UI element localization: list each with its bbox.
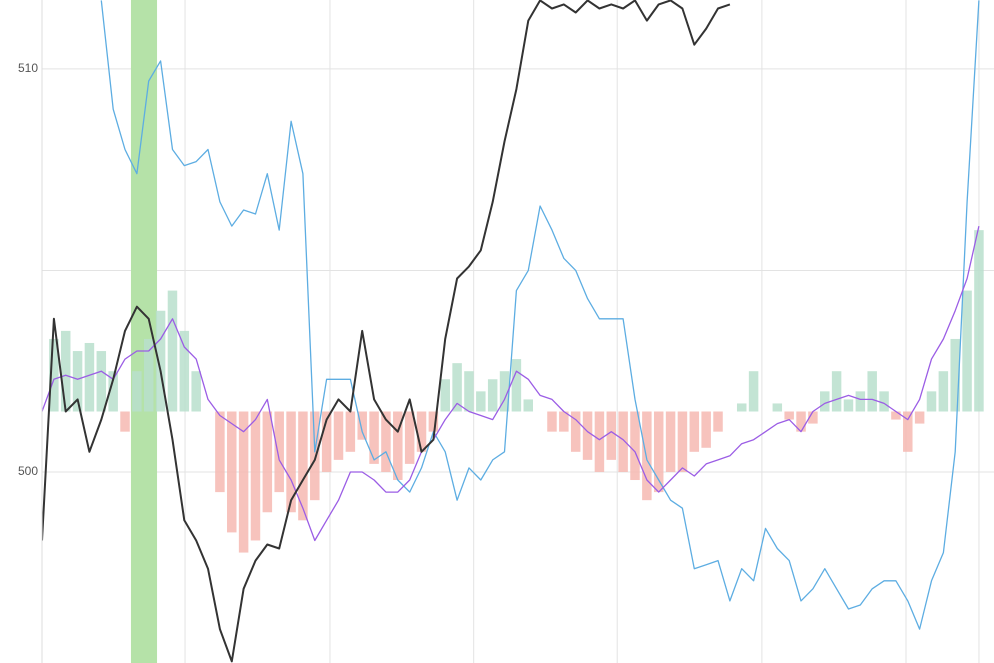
histogram-bar	[630, 411, 640, 481]
histogram-bar	[416, 411, 427, 452]
histogram-bar	[642, 411, 652, 501]
y-tick-label: 510	[18, 61, 38, 75]
series-line	[100, 0, 980, 630]
histogram-bar	[820, 391, 830, 412]
histogram-bar	[298, 411, 308, 521]
histogram-bar	[855, 391, 866, 412]
histogram-bar	[238, 411, 249, 553]
histogram-bar	[736, 403, 747, 412]
histogram-bar	[677, 411, 688, 472]
histogram-bar	[796, 411, 806, 432]
histogram-bar	[404, 411, 415, 464]
histogram-bar	[487, 379, 498, 412]
plot-area	[42, 0, 994, 663]
histogram-bar	[891, 411, 901, 420]
histogram-bar	[950, 338, 960, 412]
histogram-bar	[393, 411, 403, 481]
histogram-bar	[499, 371, 510, 412]
histogram-bar	[72, 351, 83, 412]
histogram-bar	[262, 411, 273, 513]
histogram-bar	[476, 391, 486, 412]
histogram-bar	[701, 411, 711, 448]
histogram-bar	[132, 371, 142, 412]
histogram-bar	[345, 411, 356, 452]
histogram-bar	[843, 399, 854, 412]
histogram-bar	[321, 411, 332, 472]
histogram-bar	[713, 411, 723, 432]
histogram-bar	[618, 411, 628, 472]
histogram-bar	[179, 330, 190, 412]
histogram-bar	[570, 411, 581, 452]
series-line	[42, 0, 731, 663]
histogram-bar	[274, 411, 284, 493]
histogram-bar	[831, 371, 842, 412]
histogram-bar	[938, 371, 949, 412]
y-tick-label: 500	[18, 464, 38, 478]
histogram-bar	[286, 411, 296, 513]
histogram-bar	[653, 411, 664, 493]
histogram-bar	[215, 411, 225, 493]
histogram-bar	[914, 411, 925, 424]
histogram-bar	[357, 411, 367, 440]
histogram-bar	[333, 411, 344, 460]
histogram-bar	[464, 371, 474, 412]
histogram-bar	[227, 411, 237, 533]
histogram-bar	[903, 411, 913, 452]
histogram-bar	[96, 351, 107, 412]
highlight-band	[130, 0, 158, 663]
histogram-bar	[867, 371, 877, 412]
histogram-bar	[381, 411, 391, 472]
histogram-bar	[559, 411, 569, 432]
histogram-bar	[772, 403, 783, 412]
histogram-bar	[108, 371, 118, 412]
series-line	[42, 225, 980, 542]
histogram-bar	[369, 411, 379, 464]
histogram-bar	[191, 371, 201, 412]
histogram-bar	[428, 411, 439, 432]
histogram-bar	[879, 391, 889, 412]
histogram-bar	[440, 379, 450, 412]
histogram-bar	[511, 359, 522, 412]
histogram-bar	[974, 230, 984, 412]
histogram-bar	[962, 290, 972, 412]
histogram-bar	[310, 411, 320, 501]
histogram-bar	[689, 411, 700, 452]
histogram-bar	[582, 411, 593, 460]
histogram-bar	[748, 371, 759, 412]
histogram-bar	[665, 411, 676, 472]
histogram-bar	[143, 338, 154, 412]
histogram-bar	[120, 411, 130, 432]
histogram-bar	[594, 411, 605, 472]
histogram-bar	[808, 411, 818, 424]
histogram-bar	[452, 363, 462, 412]
histogram-bar	[60, 330, 71, 412]
histogram-bar	[926, 391, 937, 412]
histogram-bar	[167, 290, 178, 412]
histogram-bar	[84, 342, 95, 412]
histogram-bar	[784, 411, 794, 420]
histogram-bar	[250, 411, 261, 541]
histogram-bar	[547, 411, 557, 432]
histogram-bar	[523, 399, 534, 412]
histogram-bar	[606, 411, 617, 460]
histogram-bar	[49, 338, 59, 412]
histogram-bar	[155, 310, 166, 412]
